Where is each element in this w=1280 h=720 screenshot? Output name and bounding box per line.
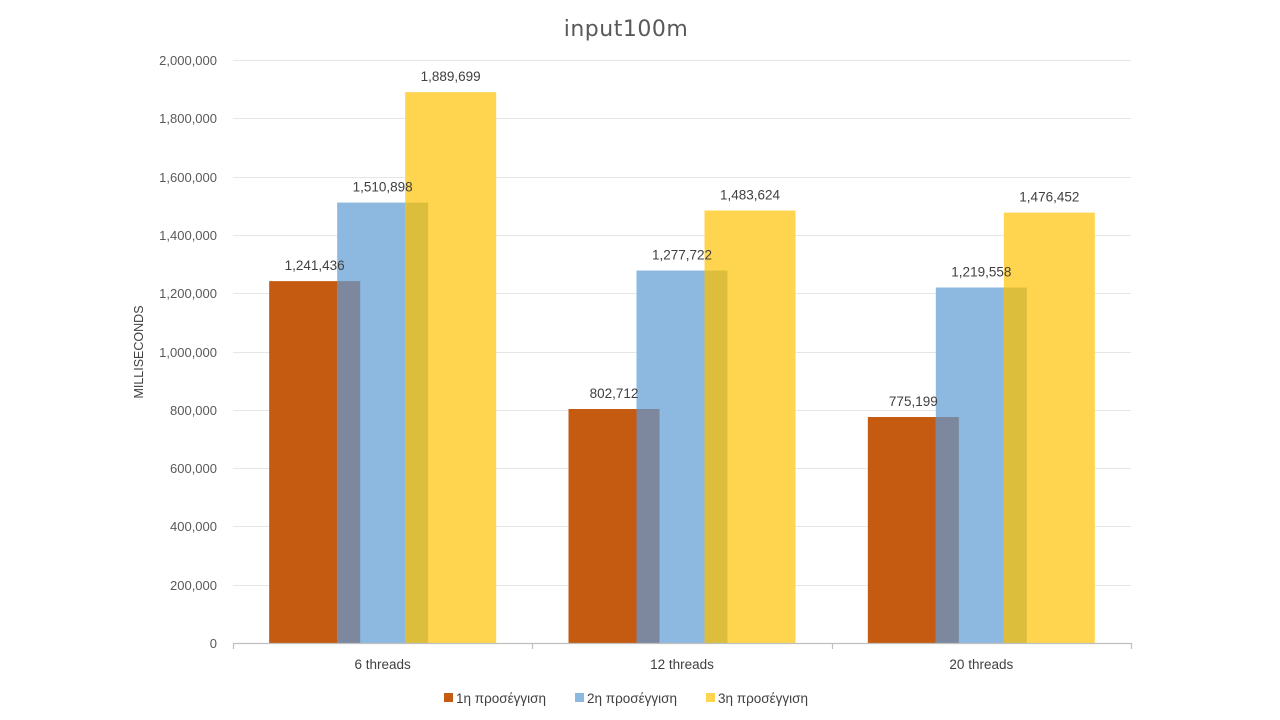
data-label: 1,476,452	[1019, 190, 1079, 205]
x-tick-label: 20 threads	[949, 657, 1013, 672]
data-label: 1,277,722	[652, 248, 712, 263]
y-tick-label: 2,000,000	[159, 53, 217, 68]
x-tick-label: 12 threads	[650, 657, 714, 672]
y-tick-label: 1,200,000	[159, 286, 217, 301]
bar-overlap	[935, 417, 959, 643]
legend-swatch	[444, 693, 453, 702]
data-label: 1,483,624	[720, 188, 781, 203]
y-tick-label: 200,000	[170, 578, 217, 593]
legend-swatch	[706, 693, 715, 702]
data-label: 1,241,436	[285, 258, 345, 273]
data-label: 1,889,699	[421, 69, 481, 84]
x-axis: 6 threads 12 threads 20 threads	[232, 642, 1133, 672]
data-label: 775,199	[889, 394, 938, 409]
bars	[269, 92, 1095, 644]
y-tick-label: 1,400,000	[159, 228, 217, 243]
y-tick-label: 1,800,000	[159, 111, 217, 126]
legend-label: 2η προσέγγιση	[587, 691, 677, 706]
bar-overlap	[405, 202, 429, 643]
data-labels: 1,241,436 1,510,898 1,889,699 802,712 1,277,…	[285, 69, 1080, 409]
data-label: 802,712	[590, 386, 639, 401]
chart-title: input100m	[564, 17, 689, 42]
data-label: 1,219,558	[951, 264, 1011, 279]
bar-overlap	[636, 409, 660, 643]
bar-overlap	[337, 281, 361, 643]
y-tick-label: 800,000	[170, 403, 217, 418]
x-tick-label: 6 threads	[355, 657, 412, 672]
y-axis-title: MILLISECONDS	[132, 305, 146, 398]
data-label: 1,510,898	[353, 180, 413, 195]
bar-overlap	[704, 270, 728, 643]
y-tick-label: 600,000	[170, 461, 217, 476]
legend: 1η προσέγγιση 2η προσέγγιση 3η προσέγγιση	[444, 691, 808, 706]
legend-label: 3η προσέγγιση	[718, 691, 808, 706]
bar-overlap	[1003, 287, 1027, 643]
y-tick-label: 1,600,000	[159, 170, 217, 185]
legend-label: 1η προσέγγιση	[456, 691, 546, 706]
legend-swatch	[575, 693, 584, 702]
y-axis-ticks: 0 200,000 400,000 600,000 800,000 1,000,000 1,…	[159, 53, 217, 651]
y-tick-label: 400,000	[170, 519, 217, 534]
y-tick-label: 1,000,000	[159, 345, 217, 360]
y-tick-label: 0	[210, 636, 217, 651]
